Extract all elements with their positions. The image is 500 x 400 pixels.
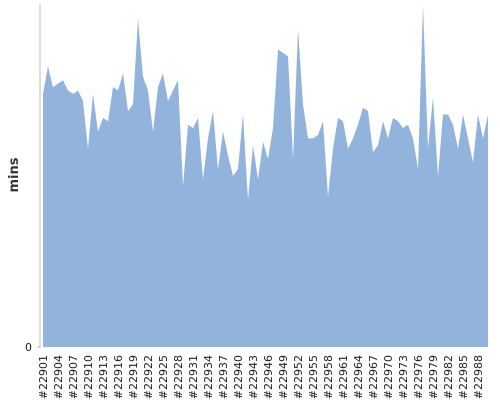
- x-tick-label: #22931: [187, 355, 200, 399]
- x-tick-label: #22928: [172, 355, 185, 399]
- x-tick-label: #22946: [262, 355, 275, 399]
- area: [43, 5, 488, 347]
- x-tick-label: #22979: [427, 355, 440, 399]
- x-tick-label: #22940: [232, 355, 245, 399]
- x-tick-label: #22985: [457, 355, 470, 399]
- x-tick-label: #22958: [322, 355, 335, 399]
- x-tick-label: #22925: [157, 355, 170, 399]
- x-tick-label: #22955: [307, 355, 320, 399]
- x-tick-label: #22901: [37, 355, 50, 399]
- y-axis-label: mins: [7, 157, 22, 192]
- x-tick-label: #22919: [127, 355, 140, 399]
- x-tick-label: #22964: [352, 355, 365, 399]
- x-tick-label: #22922: [142, 355, 155, 399]
- x-tick-label: #22961: [337, 355, 350, 399]
- x-tick-label: #22988: [472, 355, 485, 399]
- x-tick-label: #22907: [67, 355, 80, 399]
- x-tick-label: #22976: [412, 355, 425, 399]
- x-tick-label: #22937: [217, 355, 230, 399]
- x-tick-label: #22934: [202, 355, 215, 399]
- x-tick-label: #22982: [442, 355, 455, 399]
- x-tick-label: #22916: [112, 355, 125, 399]
- x-tick-label: #22973: [397, 355, 410, 399]
- y-tick-label: 0: [25, 341, 32, 354]
- x-tick-label: #22967: [367, 355, 380, 399]
- x-tick-label: #22910: [82, 355, 95, 399]
- x-tick-label: #22952: [292, 355, 305, 399]
- x-tick-label: #22949: [277, 355, 290, 399]
- x-tick-label: #22913: [97, 355, 110, 399]
- x-tick-label: #22943: [247, 355, 260, 399]
- x-tick-label: #22970: [382, 355, 395, 399]
- x-tick-label: #22904: [52, 355, 65, 399]
